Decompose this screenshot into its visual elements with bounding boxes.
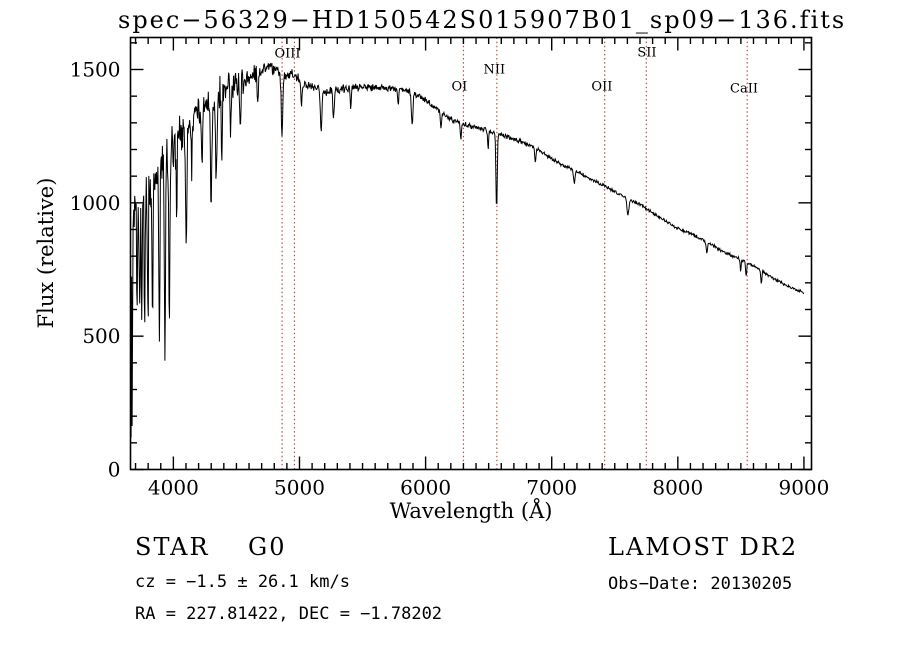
plot-border <box>129 36 813 471</box>
object-class-label: STAR G0 <box>135 533 287 561</box>
y-tick-label: 0 <box>108 458 121 482</box>
spectral-line-label: OII <box>591 80 612 95</box>
x-tick-label: 5000 <box>274 476 325 500</box>
y-axis-label: Flux (relative) <box>34 177 58 329</box>
x-tick-label: 9000 <box>778 476 829 500</box>
plot-title: spec−56329−HD150542S015907B01_sp09−136.f… <box>118 6 847 34</box>
ra-dec-value: RA = 227.81422, DEC = −1.78202 <box>135 604 443 624</box>
y-tick-label: 1500 <box>70 58 121 82</box>
x-tick-label: 7000 <box>526 476 577 500</box>
obs-date-value: Obs−Date: 20130205 <box>608 574 793 594</box>
survey-label: LAMOST DR2 <box>608 533 799 561</box>
spectral-line-label: NII <box>484 63 506 78</box>
spectral-line-label: CaII <box>730 82 758 97</box>
y-tick-label: 1000 <box>70 191 121 215</box>
spectrum-trace <box>130 62 805 438</box>
spectral-line-label: OI <box>451 80 467 95</box>
y-tick-label: 500 <box>82 324 120 348</box>
spectral-line-label: OIII <box>274 47 300 62</box>
x-tick-label: 8000 <box>652 476 703 500</box>
cz-value: cz = −1.5 ± 26.1 km/s <box>135 572 350 592</box>
x-axis-label: Wavelength (Å) <box>389 499 553 523</box>
x-tick-label: 6000 <box>400 476 451 500</box>
x-tick-label: 4000 <box>148 476 199 500</box>
spectral-line-label: SII <box>637 46 656 61</box>
